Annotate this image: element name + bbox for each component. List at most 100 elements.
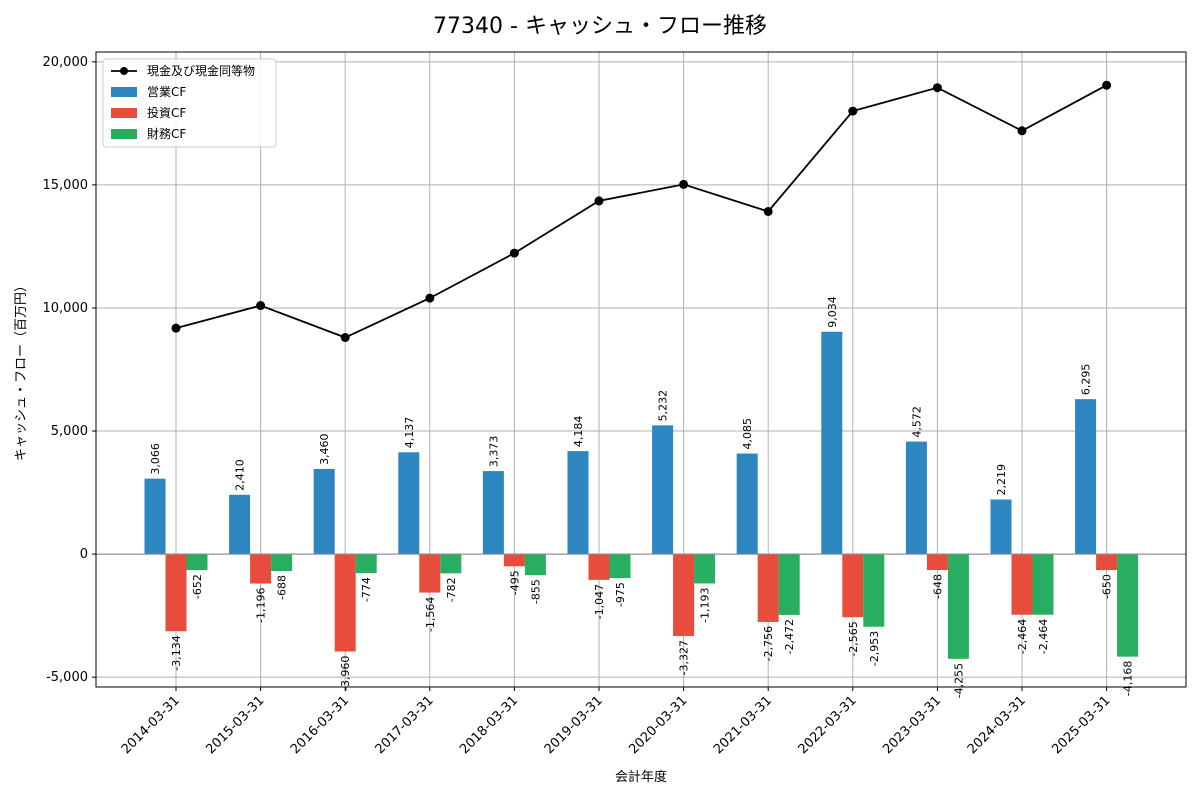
x-tick-label: 2014-03-31 [119, 693, 183, 757]
data-label: -855 [529, 579, 542, 604]
data-label: 3,066 [149, 443, 162, 475]
bar-investing [419, 554, 441, 593]
bar-operating [398, 452, 420, 555]
bar-investing [926, 554, 948, 571]
chart-title: 77340 - キャッシュ・フロー推移 [433, 14, 767, 39]
cash-point [509, 248, 519, 258]
bar-financing [1032, 554, 1054, 615]
bar-operating [905, 441, 927, 555]
bar-operating [313, 468, 335, 555]
y-axis: -5,000 0 5,000 10,000 15,000 20,000 [43, 55, 96, 685]
data-label: 2,410 [234, 459, 247, 491]
bar-operating [1075, 399, 1097, 555]
x-tick-label: 2017-03-31 [373, 693, 437, 757]
y-tick-label: 10,000 [43, 301, 89, 316]
data-label: -495 [508, 570, 521, 595]
cash-point [256, 301, 266, 311]
bar-investing [757, 554, 779, 622]
data-label: -650 [1101, 574, 1114, 599]
legend-marker [120, 67, 128, 75]
y-tick-label: 15,000 [43, 178, 89, 193]
legend-bar-swatch [111, 129, 137, 139]
data-label: 4,085 [741, 418, 754, 450]
x-axis-label: 会計年度 [615, 769, 667, 785]
cash-line [175, 84, 1108, 339]
bar-financing [271, 554, 293, 572]
data-label: 3,373 [487, 436, 500, 468]
cash-point [171, 323, 181, 333]
data-label: -1,564 [424, 597, 437, 632]
legend-label: 営業CF [147, 85, 186, 99]
bar-operating [482, 471, 504, 555]
bar-investing [250, 554, 272, 584]
plot-frame [95, 51, 1187, 688]
data-label: -3,960 [339, 656, 352, 691]
x-tick-label: 2022-03-31 [796, 693, 860, 757]
x-tick-label: 2021-03-31 [711, 693, 775, 757]
data-label: 4,137 [403, 417, 416, 449]
legend-label: 投資CF [147, 105, 186, 120]
y-tick-label: 0 [80, 547, 88, 562]
cash-point [340, 333, 350, 343]
legend-label: 財務CF [147, 126, 186, 141]
data-label: 4,184 [572, 416, 585, 448]
x-tick-label: 2016-03-31 [288, 693, 352, 757]
bar-financing [1117, 554, 1139, 657]
y-tick-label: 5,000 [51, 424, 88, 439]
data-label: 9,034 [826, 296, 839, 328]
cash-point [425, 293, 435, 303]
data-label: -1,193 [699, 587, 712, 622]
bar-financing [609, 554, 631, 579]
legend-bar-swatch [111, 108, 137, 118]
bar-financing [863, 554, 885, 627]
data-label: 5,232 [657, 390, 670, 422]
data-label: -782 [445, 577, 458, 602]
data-label: -774 [360, 577, 373, 602]
bar-investing [673, 554, 695, 636]
bar-investing [165, 554, 187, 632]
data-label: -2,756 [762, 626, 775, 661]
data-label: -1,196 [255, 588, 268, 623]
data-label: -3,327 [678, 640, 691, 675]
x-tick-label: 2018-03-31 [457, 693, 521, 757]
bar-investing [1011, 554, 1033, 615]
bars-layer [144, 331, 1139, 659]
legend-label: 現金及び現金同等物 [147, 63, 255, 78]
cash-point [932, 83, 942, 93]
data-label: -688 [276, 575, 289, 600]
data-label: -3,134 [170, 635, 183, 670]
legend-box [102, 58, 277, 148]
bar-operating [652, 425, 674, 555]
cash-point [848, 106, 858, 116]
data-label: -1,047 [593, 584, 606, 619]
line-layer [171, 80, 1112, 343]
data-labels-layer: 3,066 2,410 3,460 4,137 3,373 4,184 5,232 4,085… [149, 296, 1135, 698]
data-label: -4,168 [1122, 661, 1135, 696]
data-label: 2,219 [995, 464, 1008, 496]
x-tick-label: 2019-03-31 [542, 693, 606, 757]
data-label: -652 [191, 574, 204, 599]
y-tick-label: -5,000 [46, 670, 88, 685]
x-tick-label: 2015-03-31 [203, 693, 267, 757]
legend-bar-swatch [111, 87, 137, 97]
bar-operating [736, 453, 758, 555]
data-label: -2,565 [847, 621, 860, 656]
cash-point [1017, 126, 1027, 136]
data-label: -4,255 [952, 663, 965, 698]
y-axis-label: キャッシュ・フロー（百万円） [14, 279, 29, 461]
bar-financing [440, 554, 462, 574]
bar-investing [842, 554, 864, 618]
bar-operating [229, 494, 251, 555]
data-label: 6,295 [1080, 364, 1093, 396]
data-label: -648 [931, 574, 944, 599]
x-tick-label: 2025-03-31 [1049, 693, 1113, 757]
cash-point [1102, 80, 1112, 90]
bar-financing [694, 554, 716, 584]
cash-point [679, 179, 689, 189]
bar-investing [1096, 554, 1118, 571]
data-label: -2,953 [868, 631, 881, 666]
cash-point [763, 206, 773, 216]
